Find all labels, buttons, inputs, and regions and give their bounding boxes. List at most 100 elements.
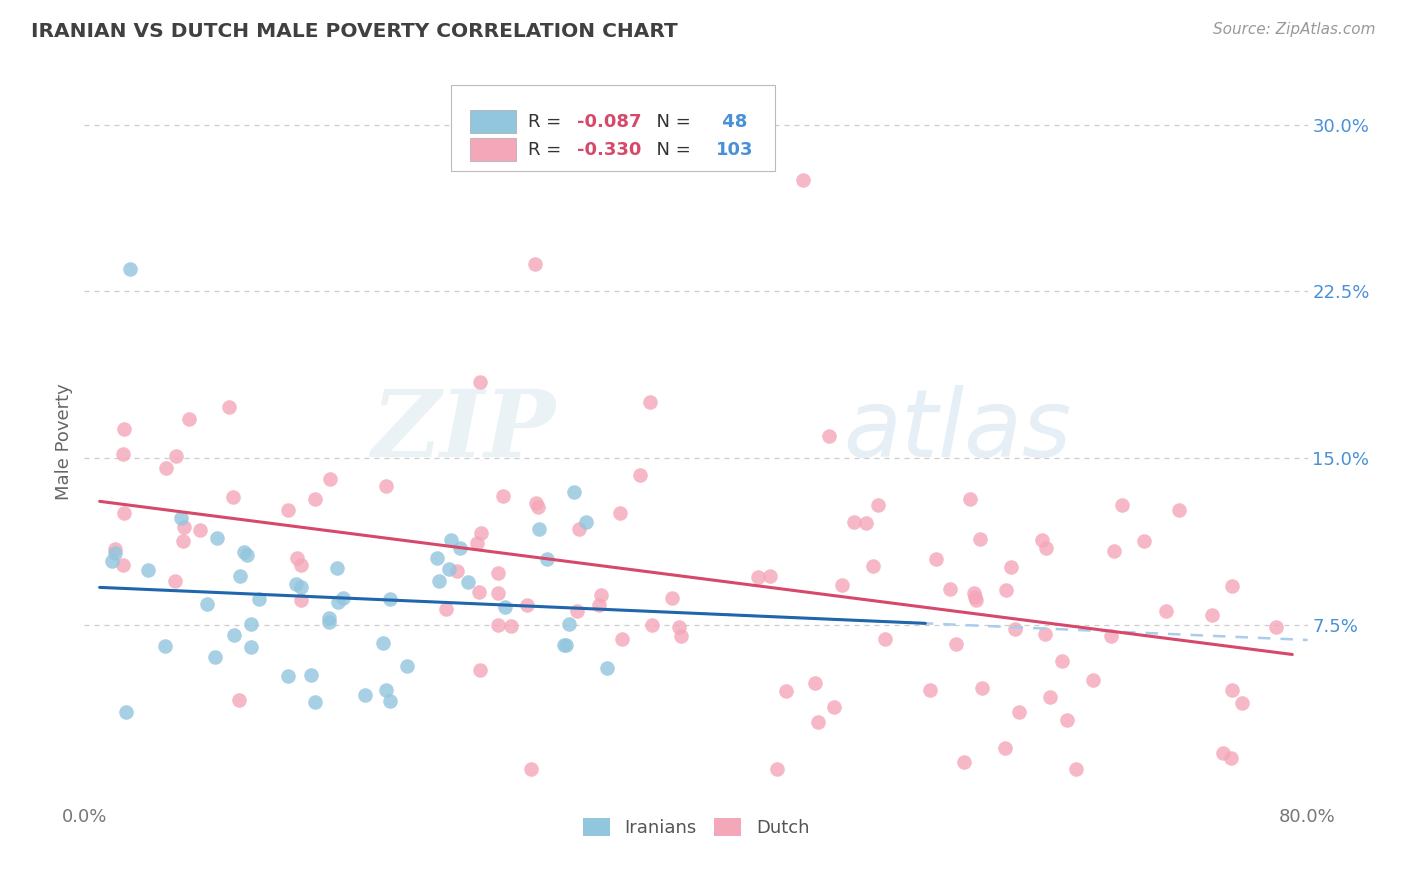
- Point: [1007, 705, 1029, 719]
- Text: R =: R =: [529, 141, 568, 159]
- Point: [516, 598, 538, 612]
- Point: [155, 461, 177, 475]
- Point: [318, 611, 340, 625]
- Point: [173, 520, 195, 534]
- Point: [426, 551, 449, 566]
- Text: IRANIAN VS DUTCH MALE POVERTY CORRELATION CHART: IRANIAN VS DUTCH MALE POVERTY CORRELATIO…: [31, 22, 678, 41]
- Point: [1132, 533, 1154, 548]
- Point: [449, 541, 471, 555]
- Point: [1035, 541, 1057, 555]
- Point: [1265, 620, 1288, 634]
- Point: [972, 681, 994, 695]
- Point: [101, 554, 124, 568]
- Point: [758, 569, 780, 583]
- Point: [457, 574, 479, 589]
- Point: [855, 516, 877, 530]
- Point: [962, 586, 984, 600]
- Point: [115, 705, 138, 719]
- Point: [918, 682, 941, 697]
- FancyBboxPatch shape: [470, 138, 516, 161]
- Text: -0.087: -0.087: [578, 112, 641, 131]
- Point: [1031, 533, 1053, 548]
- Point: [609, 507, 631, 521]
- Point: [434, 602, 457, 616]
- FancyBboxPatch shape: [451, 86, 776, 170]
- Point: [332, 591, 354, 605]
- Text: 48: 48: [716, 112, 747, 131]
- Point: [1050, 654, 1073, 668]
- Point: [247, 592, 270, 607]
- Point: [468, 375, 491, 389]
- Point: [553, 638, 575, 652]
- Point: [523, 257, 546, 271]
- Point: [527, 500, 550, 514]
- Point: [1056, 713, 1078, 727]
- Point: [326, 595, 349, 609]
- Point: [375, 682, 398, 697]
- Point: [277, 668, 299, 682]
- Point: [807, 715, 830, 730]
- Point: [1168, 503, 1191, 517]
- Point: [378, 591, 401, 606]
- Text: atlas: atlas: [842, 385, 1071, 476]
- Point: [224, 628, 246, 642]
- Point: [1004, 622, 1026, 636]
- Point: [104, 541, 127, 556]
- Point: [1222, 683, 1244, 698]
- Point: [170, 510, 193, 524]
- Point: [299, 668, 322, 682]
- Point: [222, 490, 245, 504]
- Point: [938, 582, 960, 597]
- Point: [588, 598, 610, 612]
- Point: [1220, 579, 1243, 593]
- Point: [1111, 498, 1133, 512]
- Point: [494, 600, 516, 615]
- Point: [218, 400, 240, 414]
- Point: [486, 566, 509, 580]
- Point: [111, 446, 134, 460]
- Point: [1064, 763, 1087, 777]
- Point: [638, 395, 661, 409]
- Point: [465, 535, 488, 549]
- Point: [831, 578, 853, 592]
- Point: [304, 695, 326, 709]
- Point: [165, 449, 187, 463]
- Point: [1033, 627, 1056, 641]
- Point: [610, 632, 633, 646]
- Point: [925, 552, 948, 566]
- Text: R =: R =: [529, 112, 568, 131]
- Point: [486, 618, 509, 632]
- Point: [163, 574, 186, 588]
- FancyBboxPatch shape: [470, 111, 516, 133]
- Point: [236, 548, 259, 562]
- Point: [669, 629, 692, 643]
- Point: [205, 531, 228, 545]
- Point: [153, 640, 176, 654]
- Point: [589, 588, 612, 602]
- Text: -0.330: -0.330: [578, 141, 641, 159]
- Point: [1220, 751, 1243, 765]
- Point: [486, 586, 509, 600]
- Point: [239, 616, 262, 631]
- Point: [395, 658, 418, 673]
- Point: [536, 551, 558, 566]
- Point: [446, 565, 468, 579]
- Point: [596, 660, 619, 674]
- Point: [468, 584, 491, 599]
- Point: [233, 544, 256, 558]
- Point: [668, 620, 690, 634]
- Point: [290, 580, 312, 594]
- Point: [628, 468, 651, 483]
- Point: [953, 756, 976, 770]
- Point: [959, 492, 981, 507]
- Point: [380, 694, 402, 708]
- Point: [965, 593, 987, 607]
- Point: [862, 558, 884, 573]
- Point: [575, 516, 598, 530]
- Point: [240, 640, 263, 655]
- Point: [1038, 690, 1060, 704]
- Point: [1000, 559, 1022, 574]
- Point: [437, 562, 460, 576]
- Point: [565, 604, 588, 618]
- Point: [470, 526, 492, 541]
